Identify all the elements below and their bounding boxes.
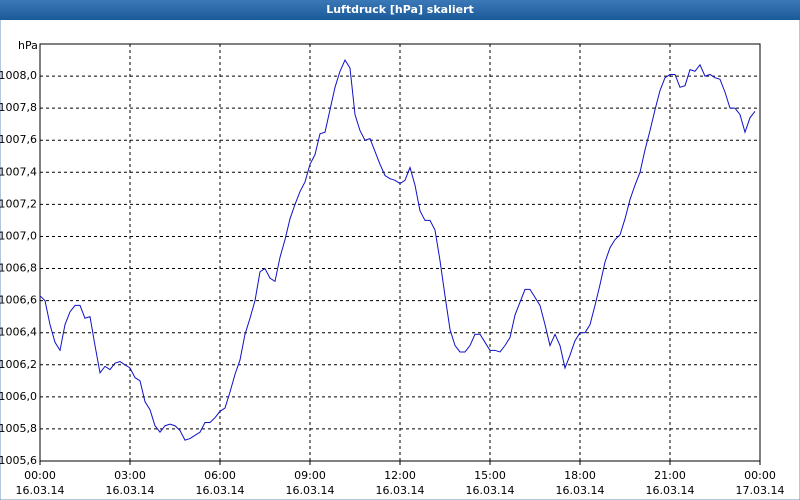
- y-tick-label: 1006,6: [0, 294, 37, 307]
- x-tick-date: 16.03.14: [16, 484, 65, 497]
- y-axis-label: hPa: [18, 39, 38, 52]
- title-bar: [0, 0, 800, 20]
- x-tick-date: 16.03.14: [466, 484, 515, 497]
- y-tick-label: 1006,0: [0, 390, 37, 403]
- x-tick-date: 16.03.14: [376, 484, 425, 497]
- y-tick-label: 1006,4: [0, 326, 37, 339]
- y-tick-label: 1008,0: [0, 69, 37, 82]
- x-tick-label: 00:00: [24, 469, 56, 482]
- y-tick-label: 1006,8: [0, 262, 37, 275]
- chart-title: Luftdruck [hPa] skaliert: [326, 3, 474, 16]
- y-tick-label: 1005,6: [0, 454, 37, 467]
- x-tick-label: 06:00: [204, 469, 236, 482]
- x-tick-date: 16.03.14: [106, 484, 155, 497]
- x-tick-label: 03:00: [114, 469, 146, 482]
- y-tick-label: 1006,2: [0, 358, 37, 371]
- y-tick-label: 1007,2: [0, 197, 37, 210]
- y-tick-label: 1007,8: [0, 101, 37, 114]
- x-tick-date: 16.03.14: [196, 484, 245, 497]
- x-tick-label: 00:00: [744, 469, 776, 482]
- x-tick-label: 09:00: [294, 469, 326, 482]
- plot-frame: [39, 43, 761, 462]
- data-line: [39, 58, 756, 441]
- x-tick-label: 15:00: [474, 469, 506, 482]
- x-tick-label: 12:00: [384, 469, 416, 482]
- y-tick-label: 1007,4: [0, 165, 37, 178]
- x-tick-date: 17.03.14: [736, 484, 785, 497]
- y-tick-label: 1007,0: [0, 229, 37, 242]
- plot-area: [40, 44, 760, 461]
- x-tick-date: 16.03.14: [556, 484, 605, 497]
- x-tick-label: 18:00: [564, 469, 596, 482]
- x-tick-date: 16.03.14: [286, 484, 335, 497]
- y-tick-label: 1005,8: [0, 422, 37, 435]
- y-tick-label: 1007,6: [0, 133, 37, 146]
- x-tick-date: 16.03.14: [646, 484, 695, 497]
- x-tick-label: 21:00: [654, 469, 686, 482]
